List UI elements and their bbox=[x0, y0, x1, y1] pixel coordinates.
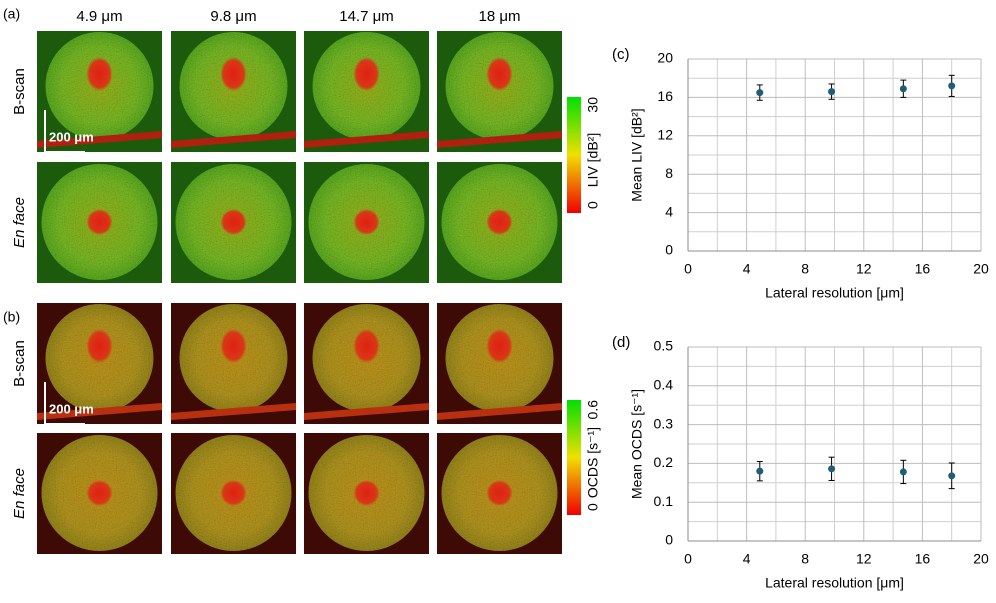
data-point bbox=[948, 82, 956, 90]
substrate-band bbox=[437, 131, 562, 148]
colorbar bbox=[567, 97, 581, 213]
substrate-band bbox=[171, 403, 296, 420]
y-tick-label: 16 bbox=[657, 88, 673, 104]
substrate-band bbox=[37, 403, 162, 420]
data-point bbox=[828, 88, 836, 96]
x-tick-label: 8 bbox=[801, 261, 809, 277]
y-tick-label: 8 bbox=[665, 165, 673, 181]
x-tick-label: 8 bbox=[801, 551, 809, 567]
core-spot bbox=[353, 209, 380, 235]
x-tick-label: 4 bbox=[743, 261, 751, 277]
core-spot bbox=[353, 329, 380, 363]
row-label: B-scan bbox=[11, 68, 28, 115]
core-spot bbox=[486, 480, 513, 506]
x-tick-label: 4 bbox=[743, 551, 751, 567]
substrate-band bbox=[171, 131, 296, 148]
data-point bbox=[899, 85, 907, 93]
x-tick-label: 20 bbox=[973, 551, 989, 567]
colorbar-max: 0.6 bbox=[585, 400, 601, 420]
y-tick-label: 4 bbox=[665, 203, 673, 219]
y-tick-label: 0.5 bbox=[654, 338, 674, 354]
row-label: En face bbox=[11, 468, 28, 519]
core-spot bbox=[220, 57, 247, 91]
scale-bar bbox=[44, 382, 85, 425]
core-spot bbox=[86, 329, 113, 363]
y-tick-label: 20 bbox=[657, 50, 673, 66]
y-tick-label: 12 bbox=[657, 127, 673, 143]
image-panels: (a) 4.9 μm 9.8 μm 14.7 μm 18 μm B-scan 200 μm E… bbox=[3, 6, 601, 554]
core-spot bbox=[220, 329, 247, 363]
core-spot bbox=[86, 480, 113, 506]
scale-bar bbox=[44, 110, 85, 153]
row-label: B-scan bbox=[11, 340, 28, 387]
core-spot bbox=[486, 209, 513, 235]
y-tick-label: 0.1 bbox=[654, 493, 674, 509]
x-tick-label: 16 bbox=[915, 551, 931, 567]
x-tick-label: 16 bbox=[915, 261, 931, 277]
core-spot bbox=[486, 329, 513, 363]
core-spot bbox=[353, 57, 380, 91]
data-point bbox=[899, 468, 907, 476]
panel-letter: (c) bbox=[612, 46, 630, 63]
panel-letter: (b) bbox=[3, 309, 20, 325]
x-tick-label: 20 bbox=[973, 261, 989, 277]
substrate-band bbox=[304, 403, 429, 420]
colorbar-max: 30 bbox=[585, 97, 601, 113]
x-tick-label: 0 bbox=[684, 551, 692, 567]
core-spot bbox=[486, 57, 513, 91]
core-spot bbox=[353, 480, 380, 506]
column-header: 9.8 μm bbox=[210, 8, 256, 25]
core-spot bbox=[86, 209, 113, 235]
y-tick-label: 0 bbox=[665, 532, 673, 548]
colorbar-label: LIV [dB²] bbox=[585, 133, 601, 187]
x-tick-label: 0 bbox=[684, 261, 692, 277]
scale-bar-label: 200 μm bbox=[49, 129, 94, 144]
panel-letter: (d) bbox=[612, 334, 630, 351]
data-point bbox=[948, 472, 956, 480]
charts: 0 4 8 12 16 20 0 4 8 12 16 20 Lateral resolution [μm… bbox=[612, 46, 989, 591]
substrate-band bbox=[304, 131, 429, 148]
y-tick-label: 0.3 bbox=[654, 415, 674, 431]
y-tick-label: 0.4 bbox=[654, 377, 674, 393]
y-tick-label: 0.2 bbox=[654, 454, 674, 470]
y-axis-label: Mean OCDS [s⁻¹] bbox=[629, 389, 645, 499]
x-tick-label: 12 bbox=[856, 551, 872, 567]
y-axis-label: Mean LIV [dB²] bbox=[629, 108, 645, 201]
y-tick-label: 0 bbox=[665, 242, 673, 258]
substrate-band bbox=[37, 131, 162, 148]
scale-bar-label: 200 μm bbox=[49, 401, 94, 416]
core-spot bbox=[220, 480, 247, 506]
substrate-band bbox=[437, 403, 562, 420]
colorbar-label: OCDS [s⁻¹] bbox=[585, 427, 601, 498]
x-axis-label: Lateral resolution [μm] bbox=[765, 575, 904, 591]
row-label: En face bbox=[11, 197, 28, 248]
data-point bbox=[828, 465, 836, 473]
x-axis-label: Lateral resolution [μm] bbox=[765, 285, 904, 301]
data-point bbox=[756, 89, 764, 97]
data-point bbox=[756, 467, 764, 475]
panel-letter: (a) bbox=[3, 6, 20, 22]
column-header: 14.7 μm bbox=[339, 8, 394, 25]
colorbar-min: 0 bbox=[585, 503, 601, 511]
column-header: 18 μm bbox=[479, 8, 521, 25]
colorbar-min: 0 bbox=[585, 201, 601, 209]
core-spot bbox=[86, 57, 113, 91]
colorbar bbox=[567, 400, 581, 515]
core-spot bbox=[220, 209, 247, 235]
column-header: 4.9 μm bbox=[76, 8, 122, 25]
x-tick-label: 12 bbox=[856, 261, 872, 277]
